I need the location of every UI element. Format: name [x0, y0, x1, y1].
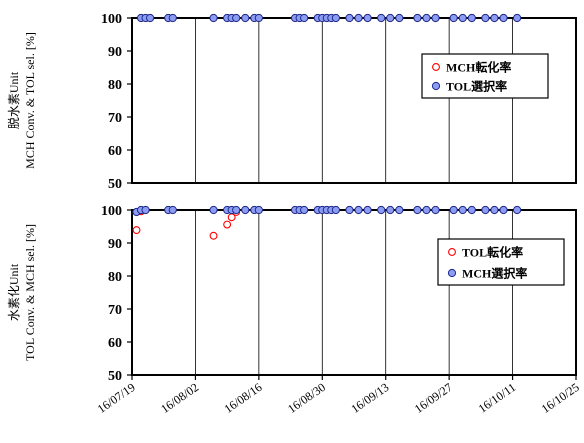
y-tick-label: 70	[108, 111, 122, 126]
selectivity-data-point	[449, 13, 458, 23]
y-axis-title: MCH Conv. & TOL sel. [%]	[23, 32, 37, 169]
selectivity-data-point	[141, 205, 150, 215]
legend-label-selectivity: TOL選択率	[446, 79, 507, 94]
selectivity-data-point	[499, 13, 508, 23]
y-tick-label: 100	[101, 204, 122, 219]
chart-panel-2: 50 60 70 80 90 100 水素化Unit TOL Conv. & MCH sel.…	[7, 204, 577, 384]
selectivity-data-point	[386, 13, 395, 23]
selectivity-data-point	[300, 13, 309, 23]
selectivity-data-point	[300, 205, 309, 215]
selectivity-data-point	[458, 13, 467, 23]
selectivity-data-point	[232, 205, 241, 215]
legend-box	[437, 238, 565, 286]
legend-label-conversion: TOL転化率	[462, 245, 523, 260]
selectivity-data-point	[395, 13, 404, 23]
selectivity-data-point	[354, 205, 363, 215]
y-axis-title: 水素化Unit	[7, 263, 21, 321]
y-axis-title: 脱水素Unit	[6, 71, 21, 129]
legend-label-conversion: MCH転化率	[446, 60, 511, 75]
selectivity-data-point	[209, 13, 218, 23]
plot-area-frame	[131, 209, 577, 376]
y-tick-label: 90	[108, 45, 122, 60]
x-tick-label: 16/07/19	[95, 380, 138, 416]
selectivity-data-point	[467, 205, 476, 215]
selectivity-data-point	[481, 13, 490, 23]
selectivity-data-point	[377, 13, 386, 23]
y-tick-label: 50	[108, 177, 122, 192]
x-tick-label: 16/10/11	[476, 380, 519, 416]
selectivity-data-point	[449, 205, 458, 215]
selectivity-data-point	[241, 205, 250, 215]
selectivity-data-point	[513, 13, 522, 23]
selectivity-data-point	[377, 205, 386, 215]
legend-marker-conversion	[448, 248, 456, 256]
y-axis-title: TOL Conv. & MCH sel. [%]	[23, 224, 37, 361]
selectivity-data-point	[331, 205, 340, 215]
selectivity-data-point	[490, 13, 499, 23]
selectivity-data-point	[209, 205, 218, 215]
x-tick-label: 16/08/16	[222, 380, 265, 416]
selectivity-data-point	[413, 13, 422, 23]
legend-marker-conversion	[432, 63, 440, 71]
selectivity-data-point	[331, 13, 340, 23]
conversion-data-point	[209, 231, 218, 240]
selectivity-data-point	[395, 205, 404, 215]
selectivity-data-point	[458, 205, 467, 215]
chart-panel-1: 50 60 70 80 90 100 脱水素Unit MCH Conv. & TOL sel.…	[6, 12, 577, 192]
y-tick-label: 80	[108, 270, 122, 285]
selectivity-data-point	[413, 205, 422, 215]
y-tick-label: 60	[108, 144, 122, 159]
selectivity-data-point	[345, 13, 354, 23]
selectivity-data-point	[467, 13, 476, 23]
x-tick-label: 16/08/02	[158, 380, 201, 416]
x-tick-label: 16/10/25	[539, 380, 582, 416]
selectivity-data-point	[481, 205, 490, 215]
selectivity-data-point	[422, 13, 431, 23]
selectivity-data-point	[354, 13, 363, 23]
x-tick-label: 16/09/27	[412, 380, 455, 416]
x-tick-label: 16/09/13	[348, 380, 391, 416]
y-tick-label: 80	[108, 78, 122, 93]
legend-marker-selectivity	[431, 81, 441, 91]
selectivity-data-point	[168, 13, 177, 23]
selectivity-data-point	[422, 205, 431, 215]
conversion-data-point	[132, 226, 141, 235]
selectivity-data-point	[232, 13, 241, 23]
legend-marker-selectivity	[447, 268, 457, 278]
selectivity-data-point	[386, 205, 395, 215]
selectivity-data-point	[254, 205, 263, 215]
y-tick-label: 50	[108, 369, 122, 384]
selectivity-data-point	[146, 13, 155, 23]
selectivity-data-point	[168, 205, 177, 215]
x-tick-label: 16/08/30	[285, 380, 328, 416]
selectivity-data-point	[431, 205, 440, 215]
selectivity-data-point	[254, 13, 263, 23]
y-tick-label: 100	[101, 12, 122, 27]
conversion-data-point	[223, 220, 232, 229]
selectivity-data-point	[431, 13, 440, 23]
selectivity-data-point	[241, 13, 250, 23]
selectivity-data-point	[363, 13, 372, 23]
y-tick-label: 60	[108, 336, 122, 351]
selectivity-data-point	[513, 205, 522, 215]
y-tick-label: 90	[108, 237, 122, 252]
y-tick-label: 70	[108, 303, 122, 318]
selectivity-data-point	[490, 205, 499, 215]
plot-area-frame	[131, 17, 577, 184]
legend-box	[421, 53, 549, 99]
legend-label-selectivity: MCH選択率	[462, 266, 527, 281]
selectivity-data-point	[499, 205, 508, 215]
selectivity-data-point	[363, 205, 372, 215]
selectivity-data-point	[345, 205, 354, 215]
